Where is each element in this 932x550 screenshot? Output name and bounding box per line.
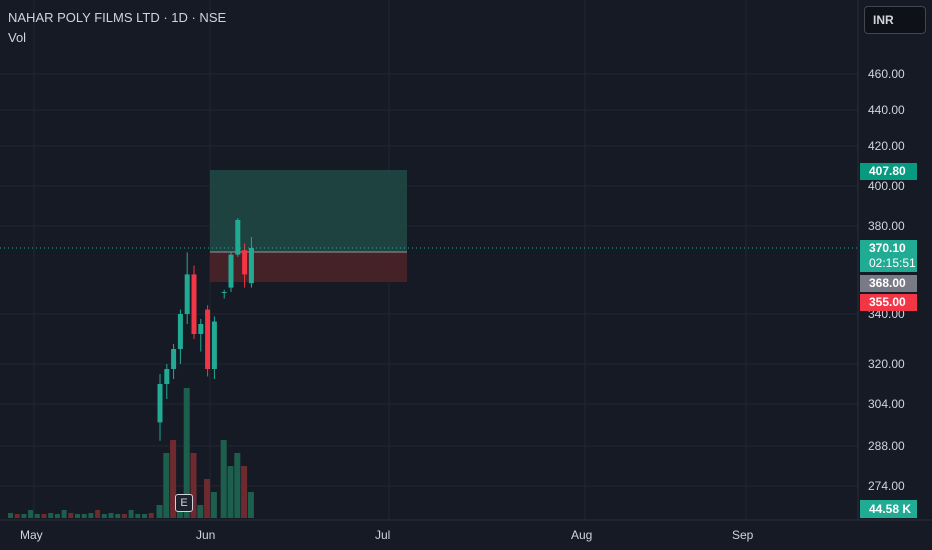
candle-body: [221, 292, 227, 293]
price-tick-label: 400.00: [868, 179, 905, 193]
candle: [157, 374, 163, 441]
profit-zone[interactable]: [210, 170, 407, 252]
volume-bar: [183, 388, 190, 518]
price-tick-label: 304.00: [868, 397, 905, 411]
volume-bar: [156, 505, 163, 518]
volume-legend: Vol: [8, 30, 27, 45]
symbol-legend: NAHAR POLY FILMS LTD · 1D · NSE: [8, 10, 227, 25]
time-axis[interactable]: May Jun Jul Aug Sep: [20, 528, 754, 542]
candle: [228, 252, 234, 292]
candle-body: [177, 314, 183, 349]
candle: [242, 243, 248, 288]
volume-bar: [128, 510, 134, 518]
volume-bar: [28, 510, 34, 518]
volume-bar: [81, 514, 87, 518]
volume-bar: [142, 514, 147, 518]
volume-bar: [163, 453, 170, 518]
candle-body: [198, 324, 204, 334]
earnings-marker-label: E: [180, 497, 188, 509]
bar-countdown: 02:15:51: [869, 256, 916, 270]
volume-bar: [61, 510, 67, 518]
price-tick-label: 420.00: [868, 139, 905, 153]
volume-bar: [135, 514, 141, 518]
candle: [248, 237, 254, 288]
volume-bar: [34, 514, 40, 518]
candle-body: [171, 349, 177, 369]
candle-body: [248, 248, 254, 284]
volume-bar: [68, 513, 74, 518]
price-tick-label: 320.00: [868, 357, 905, 371]
time-tick-label: May: [20, 528, 43, 542]
stop-price-label: 355.00: [860, 294, 917, 311]
price-tick-label: 380.00: [868, 219, 905, 233]
volume-bar: [227, 466, 234, 518]
candle: [184, 252, 190, 324]
candle: [177, 309, 183, 364]
volume-bar: [115, 514, 121, 518]
price-tick-label: 440.00: [868, 103, 905, 117]
volume-bar: [8, 513, 13, 518]
volume-bar: [190, 453, 197, 518]
volume-bar: [21, 514, 27, 518]
volume-bar: [121, 514, 127, 518]
loss-zone[interactable]: [210, 252, 407, 282]
volume-bar: [41, 514, 47, 518]
chart-grid: [0, 0, 858, 520]
volume-bar: [54, 514, 60, 518]
price-tick-label: 460.00: [868, 67, 905, 81]
volume-bar: [234, 453, 241, 518]
last-price-value: 370.10: [869, 241, 906, 255]
candle: [221, 289, 227, 299]
price-tick-label: 274.00: [868, 479, 905, 493]
volume-bar: [220, 440, 227, 518]
volume-bar: [210, 492, 217, 518]
volume-bar: [75, 514, 80, 518]
candle: [164, 364, 170, 399]
candlesticks: [157, 218, 254, 441]
volume-bar: [48, 513, 54, 518]
candle: [198, 319, 204, 352]
volume-bar: [88, 513, 94, 518]
candle-body: [164, 369, 170, 384]
candle-body: [191, 274, 197, 334]
candle-body: [184, 274, 190, 314]
entry-price-label: 368.00: [860, 275, 917, 292]
candle-body: [242, 250, 248, 275]
candle-body: [205, 309, 211, 369]
last-price-label: 370.10 02:15:51: [860, 240, 917, 272]
price-tick-label: 288.00: [868, 439, 905, 453]
candle: [171, 344, 177, 379]
volume-bar: [14, 514, 20, 518]
currency-button[interactable]: INR: [864, 6, 926, 34]
volume-bar: [170, 440, 177, 518]
time-tick-label: Jun: [196, 528, 215, 542]
volume-bar: [95, 510, 101, 518]
earnings-marker[interactable]: E: [175, 494, 193, 512]
volume-bar: [108, 513, 114, 518]
volume-bar: [204, 479, 211, 518]
time-tick-label: Jul: [375, 528, 390, 542]
volume-bar: [197, 505, 204, 518]
candle: [235, 218, 241, 257]
volume-bar: [148, 513, 154, 518]
candle: [205, 305, 211, 377]
candle-body: [235, 220, 241, 255]
candle-body: [211, 321, 217, 369]
volume-bar: [241, 466, 248, 518]
target-price-label: 407.80: [860, 163, 917, 180]
volume-bar: [247, 492, 254, 518]
volume-bars: [8, 388, 254, 518]
time-tick-label: Aug: [571, 528, 592, 542]
volume-bar: [101, 514, 107, 518]
volume-value-label: 44.58 K: [860, 500, 917, 518]
candle: [191, 265, 197, 339]
candle: [211, 316, 217, 379]
time-tick-label: Sep: [732, 528, 754, 542]
candle-body: [157, 384, 163, 423]
candle-body: [228, 254, 234, 288]
